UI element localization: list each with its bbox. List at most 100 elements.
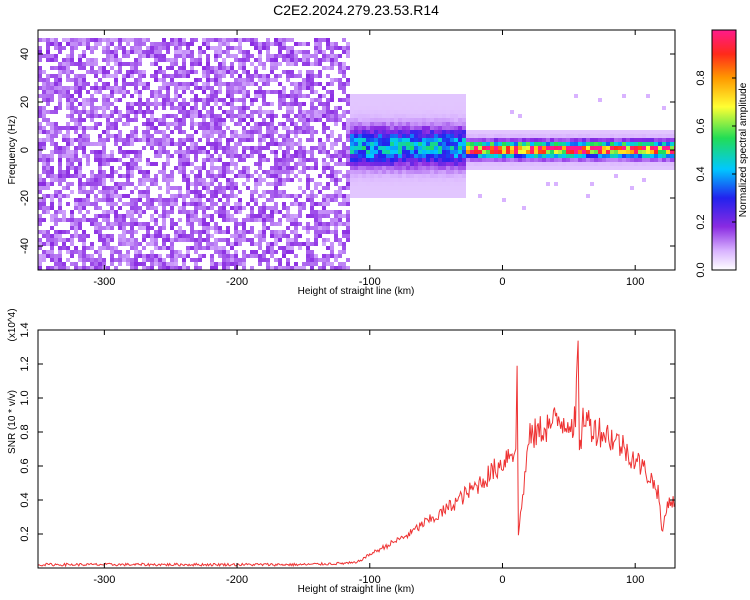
spectrogram-cell <box>438 178 442 182</box>
spectrogram-cell <box>410 194 414 198</box>
spectrogram-cell <box>142 122 146 126</box>
spectrogram-cell <box>358 118 362 122</box>
spectrogram-cell <box>254 190 258 194</box>
spectrogram-cell <box>454 110 458 114</box>
spectrogram-cell <box>226 210 230 214</box>
spectrogram-cell <box>426 174 430 178</box>
spectrogram-cell <box>446 114 450 118</box>
spectrogram-cell <box>594 150 598 154</box>
spectrogram-cell <box>186 70 190 74</box>
spectrogram-cell <box>426 138 430 142</box>
spectrogram-cell <box>434 182 438 186</box>
spectrogram-cell <box>422 166 426 170</box>
spectrogram-cell <box>186 158 190 162</box>
spectrogram-cell <box>430 138 434 142</box>
spectrogram-cell <box>238 38 242 42</box>
spectrogram-cell <box>290 230 294 234</box>
spectrogram-cell <box>70 46 74 50</box>
spectrogram-cell <box>130 158 134 162</box>
spectrogram-cell <box>186 138 190 142</box>
spectrogram-cell <box>366 114 370 118</box>
spectrogram-cell <box>310 130 314 134</box>
spectrogram-cell <box>290 106 294 110</box>
spectrogram-cell <box>190 126 194 130</box>
spectrogram-cell <box>162 134 166 138</box>
spectrogram-cell <box>230 234 234 238</box>
spectrogram-cell <box>126 102 130 106</box>
spectrogram-cell <box>330 78 334 82</box>
spectrogram-cell <box>210 258 214 262</box>
spectrogram-cell <box>186 102 190 106</box>
spectrogram-cell <box>78 238 82 242</box>
spectrogram-cell <box>58 78 62 82</box>
spectrogram-cell <box>498 130 502 134</box>
spectrogram-cell <box>78 198 82 202</box>
spectrogram-cell <box>46 266 50 270</box>
spectrogram-cell <box>74 154 78 158</box>
spectrogram-cell <box>366 94 370 98</box>
spectrogram-cell <box>86 218 90 222</box>
spectrogram-cell <box>98 114 102 118</box>
spectrogram-cell <box>358 166 362 170</box>
spectrogram-cell <box>174 234 178 238</box>
spectrogram-cell <box>250 218 254 222</box>
spectrogram-cell <box>438 158 442 162</box>
spectrogram-cell <box>550 142 554 146</box>
spectrogram-cell <box>418 158 422 162</box>
spectrogram-cell <box>222 122 226 126</box>
spectrogram-cell <box>458 122 462 126</box>
spectrogram-cell <box>230 186 234 190</box>
spectrogram-cell <box>338 46 342 50</box>
spectrogram-cell <box>50 58 54 62</box>
spectrogram-cell <box>342 146 346 150</box>
spectrogram-cell <box>570 130 574 134</box>
spectrogram-cell <box>126 54 130 58</box>
spectrogram-cell <box>542 162 546 166</box>
spectrogram-cell <box>78 114 82 118</box>
spectrogram-cell <box>174 250 178 254</box>
spectrogram-cell <box>434 102 438 106</box>
spectrogram-cell <box>438 130 442 134</box>
spectrogram-cell <box>170 170 174 174</box>
spectrogram-cell <box>118 258 122 262</box>
spectrogram-cell <box>206 222 210 226</box>
spectrogram-cell <box>158 42 162 46</box>
spectrogram-cell <box>422 158 426 162</box>
spectrogram-cell <box>74 110 78 114</box>
spectrogram-cell <box>146 226 150 230</box>
spectrogram-cell <box>302 190 306 194</box>
spectrogram-cell <box>382 166 386 170</box>
spectrogram-cell <box>66 126 70 130</box>
spectrogram-cell <box>262 134 266 138</box>
spectrogram-cell <box>442 166 446 170</box>
spectrogram-cell <box>98 162 102 166</box>
spectrogram-cell <box>294 266 298 270</box>
spectrogram-cell <box>262 42 266 46</box>
spectrogram-cell <box>162 146 166 150</box>
spectrogram-cell <box>206 206 210 210</box>
spectrogram-cell <box>422 150 426 154</box>
spectrogram-cell <box>218 206 222 210</box>
spectrogram-cell <box>82 150 86 154</box>
spectrogram-cell <box>486 158 490 162</box>
spectrogram-cell <box>566 134 570 138</box>
spectrogram-cell <box>238 258 242 262</box>
spectrogram-cell <box>214 222 218 226</box>
spectrogram-cell <box>150 238 154 242</box>
spectrogram-cell <box>430 170 434 174</box>
spectrogram-cell <box>38 206 42 210</box>
spectrogram-cell <box>370 94 374 98</box>
spectrogram-cell <box>274 62 278 66</box>
spectrogram-cell <box>238 170 242 174</box>
spectrogram-cell <box>94 226 98 230</box>
spectrogram-cell <box>274 182 278 186</box>
spectrogram-cell <box>106 86 110 90</box>
spectrogram-cell <box>286 238 290 242</box>
spectrogram-cell <box>182 90 186 94</box>
spectrogram-cell <box>366 190 370 194</box>
spectrogram-cell <box>42 146 46 150</box>
spectrogram-cell <box>90 66 94 70</box>
spectrogram-cell <box>102 150 106 154</box>
spectrogram-cell <box>102 238 106 242</box>
